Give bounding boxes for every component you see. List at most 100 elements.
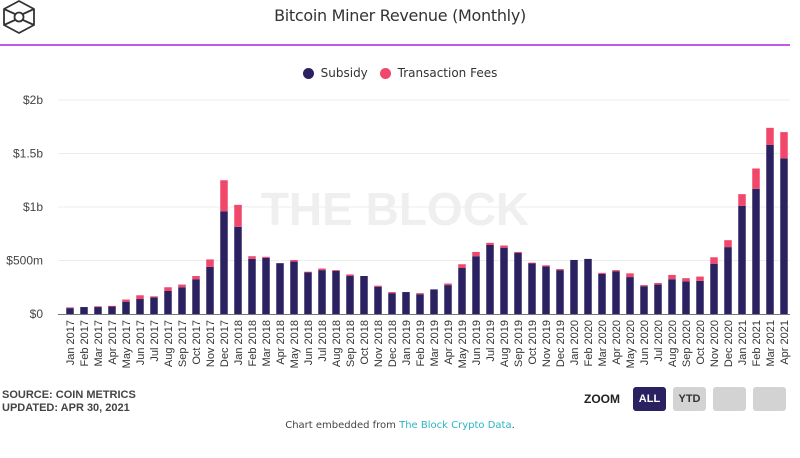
bar-transaction-fees[interactable] [178, 284, 186, 288]
bar-transaction-fees[interactable] [332, 270, 340, 271]
bar-subsidy[interactable] [262, 257, 270, 314]
bar-transaction-fees[interactable] [234, 204, 242, 227]
zoom-all-button[interactable]: ALL [633, 387, 666, 411]
bar-subsidy[interactable] [458, 267, 466, 314]
bar-subsidy[interactable] [696, 280, 704, 314]
bar-subsidy[interactable] [626, 277, 634, 314]
the-block-logo-icon[interactable] [2, 0, 36, 34]
bar-transaction-fees[interactable] [752, 168, 760, 189]
bar-subsidy[interactable] [570, 259, 578, 314]
bar-transaction-fees[interactable] [416, 293, 424, 295]
bar-subsidy[interactable] [556, 270, 564, 314]
bar-transaction-fees[interactable] [248, 256, 256, 259]
bar-transaction-fees[interactable] [724, 240, 732, 248]
bar-transaction-fees[interactable] [472, 251, 480, 257]
bar-subsidy[interactable] [346, 276, 354, 314]
bar-transaction-fees[interactable] [528, 262, 536, 264]
bar-transaction-fees[interactable] [94, 306, 102, 308]
bar-transaction-fees[interactable] [206, 259, 214, 267]
bar-subsidy[interactable] [402, 292, 410, 314]
bar-transaction-fees[interactable] [304, 271, 312, 273]
bar-subsidy[interactable] [136, 299, 144, 314]
bar-transaction-fees[interactable] [710, 257, 718, 264]
bar-subsidy[interactable] [724, 247, 732, 314]
bar-transaction-fees[interactable] [654, 282, 662, 285]
bar-subsidy[interactable] [654, 284, 662, 314]
bar-transaction-fees[interactable] [612, 270, 620, 272]
bar-transaction-fees[interactable] [458, 264, 466, 268]
bar-transaction-fees[interactable] [122, 299, 130, 302]
bar-subsidy[interactable] [248, 258, 256, 314]
bar-subsidy[interactable] [164, 290, 172, 314]
bar-subsidy[interactable] [150, 297, 158, 314]
bar-transaction-fees[interactable] [164, 287, 172, 291]
bar-transaction-fees[interactable] [318, 268, 326, 271]
bar-transaction-fees[interactable] [374, 285, 382, 287]
legend-item-transaction-fees[interactable]: Transaction Fees [379, 66, 497, 80]
bar-subsidy[interactable] [640, 286, 648, 314]
bar-subsidy[interactable] [766, 144, 774, 314]
bar-transaction-fees[interactable] [290, 259, 298, 262]
bar-transaction-fees[interactable] [780, 132, 788, 159]
bar-subsidy[interactable] [178, 287, 186, 314]
bar-subsidy[interactable] [416, 294, 424, 314]
bar-transaction-fees[interactable] [444, 283, 452, 286]
bar-transaction-fees[interactable] [150, 296, 158, 298]
bar-subsidy[interactable] [500, 247, 508, 314]
bar-subsidy[interactable] [66, 308, 74, 314]
bar-subsidy[interactable] [780, 158, 788, 314]
bar-subsidy[interactable] [388, 293, 396, 314]
bar-subsidy[interactable] [430, 289, 438, 314]
bar-subsidy[interactable] [682, 281, 690, 314]
bar-subsidy[interactable] [234, 226, 242, 314]
bar-subsidy[interactable] [206, 266, 214, 314]
embed-link[interactable]: The Block Crypto Data [399, 420, 512, 431]
bar-subsidy[interactable] [612, 271, 620, 314]
bar-transaction-fees[interactable] [500, 245, 508, 248]
bar-subsidy[interactable] [304, 272, 312, 314]
bar-transaction-fees[interactable] [598, 272, 606, 274]
bar-transaction-fees[interactable] [556, 269, 564, 271]
bar-subsidy[interactable] [276, 263, 284, 314]
bar-transaction-fees[interactable] [388, 292, 396, 294]
bar-subsidy[interactable] [542, 266, 550, 314]
bar-transaction-fees[interactable] [766, 127, 774, 145]
bar-transaction-fees[interactable] [192, 276, 200, 280]
bar-subsidy[interactable] [192, 279, 200, 314]
bar-subsidy[interactable] [318, 270, 326, 314]
bar-subsidy[interactable] [710, 263, 718, 314]
bar-subsidy[interactable] [332, 270, 340, 314]
bar-subsidy[interactable] [528, 263, 536, 314]
bar-subsidy[interactable] [80, 307, 88, 314]
bar-subsidy[interactable] [108, 305, 116, 314]
bar-transaction-fees[interactable] [738, 194, 746, 206]
bar-transaction-fees[interactable] [486, 242, 494, 245]
bar-subsidy[interactable] [598, 273, 606, 314]
zoom-button-4[interactable] [753, 387, 786, 411]
bar-transaction-fees[interactable] [108, 305, 116, 307]
bar-transaction-fees[interactable] [346, 274, 354, 277]
bar-subsidy[interactable] [738, 205, 746, 314]
bar-transaction-fees[interactable] [220, 180, 228, 212]
bar-transaction-fees[interactable] [682, 278, 690, 282]
bar-subsidy[interactable] [752, 188, 760, 314]
bar-subsidy[interactable] [444, 285, 452, 314]
bar-transaction-fees[interactable] [626, 273, 634, 278]
bar-subsidy[interactable] [360, 276, 368, 314]
bar-subsidy[interactable] [584, 258, 592, 314]
legend-item-subsidy[interactable]: Subsidy [302, 66, 368, 80]
bar-subsidy[interactable] [668, 279, 676, 314]
bar-transaction-fees[interactable] [262, 256, 270, 258]
bar-transaction-fees[interactable] [514, 251, 522, 254]
bar-subsidy[interactable] [220, 211, 228, 314]
bar-transaction-fees[interactable] [136, 295, 144, 300]
bar-transaction-fees[interactable] [542, 265, 550, 267]
bar-subsidy[interactable] [472, 256, 480, 314]
bar-transaction-fees[interactable] [696, 276, 704, 281]
bar-subsidy[interactable] [486, 244, 494, 314]
bar-transaction-fees[interactable] [66, 307, 74, 309]
bar-subsidy[interactable] [94, 307, 102, 314]
bar-subsidy[interactable] [122, 301, 130, 314]
zoom-button-3[interactable] [713, 387, 746, 411]
zoom-ytd-button[interactable]: YTD [673, 387, 706, 411]
